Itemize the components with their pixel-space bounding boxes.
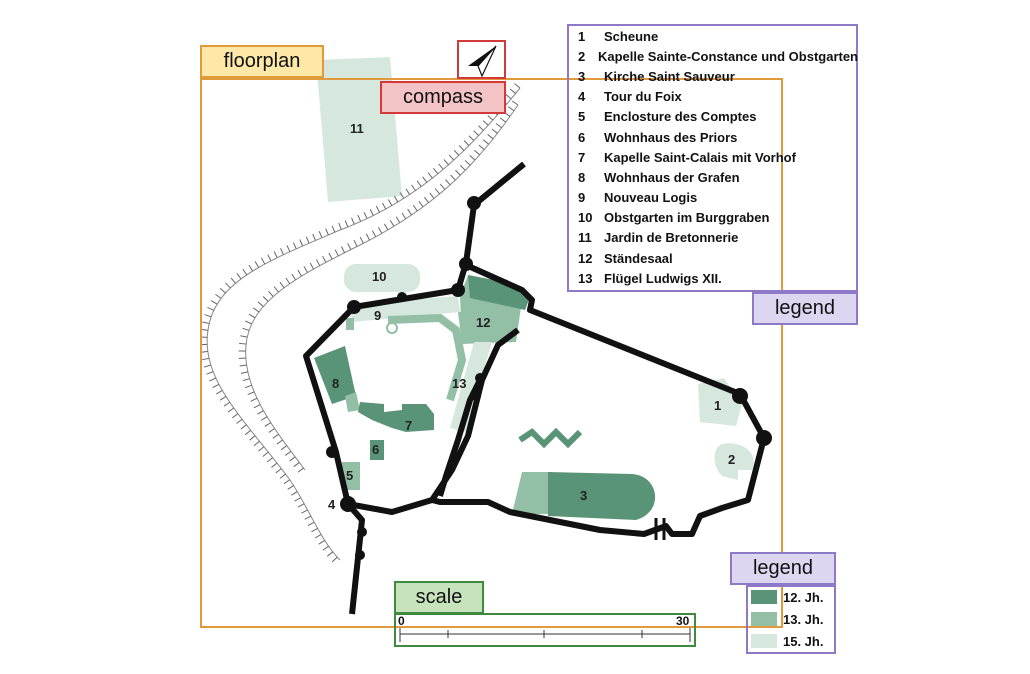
map-label-3: 3: [580, 488, 587, 503]
legend-item: 9 Nouveau Logis: [568, 188, 858, 208]
legend-tag-top: legend: [752, 292, 858, 325]
legend-item-name: Kirche Saint Sauveur: [604, 68, 735, 84]
legend-item: 1 Scheune: [568, 26, 858, 46]
legend-item-number: 11: [578, 230, 592, 246]
legend-item-name: Obstgarten im Burggraben: [604, 210, 770, 226]
legend-region-bottom: [746, 585, 836, 654]
legend-list: 1 Scheune 2 Kapelle Sainte-Constance und Ob…: [568, 26, 858, 288]
map-label-6: 6: [372, 442, 379, 457]
period-label: 12. Jh.: [783, 589, 824, 605]
legend-item: 4 Tour du Foix: [568, 87, 858, 107]
legend-item-name: Enclosture des Comptes: [604, 109, 757, 125]
floorplan-region: [200, 78, 783, 628]
legend-item-name: Jardin de Bretonnerie: [604, 230, 739, 246]
legend-item-name: Scheune: [604, 28, 659, 44]
scale-region: [394, 613, 696, 647]
period-legend: 12. Jh. 13. Jh. 15. Jh.: [747, 586, 835, 652]
compass-region: [457, 40, 506, 79]
legend-item-number: 5: [578, 109, 586, 125]
legend-item: 6 Wohnhaus des Priors: [568, 127, 858, 147]
map-label-10: 10: [372, 269, 386, 284]
legend-item-name: Nouveau Logis: [604, 190, 698, 206]
scale-min: 0: [398, 614, 405, 628]
legend-item-name: Ständesaal: [604, 250, 673, 266]
area-obstgarten-burggraben: [344, 264, 420, 292]
legend-item-name: Tour du Foix: [604, 89, 682, 105]
legend-item-name: Flügel Ludwigs XII.: [604, 270, 722, 286]
legend-item-number: 12: [578, 250, 593, 266]
map-label-8: 8: [332, 376, 339, 391]
legend-item-number: 7: [578, 149, 586, 165]
legend-item-number: 9: [578, 190, 586, 206]
legend-item-number: 6: [578, 129, 586, 145]
legend-item: 3 Kirche Saint Sauveur: [568, 66, 858, 86]
period-swatch: [751, 612, 777, 626]
period-swatch: [751, 634, 777, 648]
period-swatch: [751, 590, 777, 604]
legend-item: 10 Obstgarten im Burggraben: [568, 208, 858, 228]
legend-item-number: 10: [578, 210, 593, 226]
legend-item-number: 4: [578, 89, 586, 105]
period-label: 15. Jh.: [783, 633, 824, 649]
compass-tag: compass: [380, 81, 506, 114]
map-label-1: 1: [714, 398, 721, 413]
map-label-12: 12: [476, 315, 490, 330]
map-label-5: 5: [346, 468, 353, 483]
legend-item: 5 Enclosture des Comptes: [568, 107, 858, 127]
period-label: 13. Jh.: [783, 611, 824, 627]
towers: [326, 196, 772, 560]
legend-item-number: 2: [578, 48, 586, 64]
scale-bar: [399, 626, 691, 642]
scale-tag: scale: [394, 581, 484, 614]
map-label-9: 9: [374, 308, 381, 323]
legend-item: 12 Ständesaal: [568, 248, 858, 268]
map-label-7: 7: [405, 418, 412, 433]
north-arrow-icon: [468, 45, 497, 78]
period-legend-row: 13. Jh.: [747, 608, 835, 630]
legend-item-number: 1: [578, 28, 586, 44]
legend-tag-bottom: legend: [730, 552, 836, 585]
map-label-13: 13: [452, 376, 466, 391]
legend-item-number: 8: [578, 169, 586, 185]
legend-item-number: 3: [578, 68, 586, 84]
gate: [654, 518, 666, 540]
floorplan-tag: floorplan: [200, 45, 324, 78]
legend-region-top: [567, 24, 858, 292]
map-label-11: 11: [350, 121, 364, 136]
period-legend-row: 12. Jh.: [747, 586, 835, 608]
map-label-2: 2: [728, 452, 735, 467]
scale-max: 30: [676, 614, 690, 628]
legend-item: 13 Flügel Ludwigs XII.: [568, 268, 858, 288]
legend-item: 2 Kapelle Sainte-Constance und Obstgarten: [568, 46, 858, 66]
legend-item-name: Kapelle Saint-Calais mit Vorhof: [604, 149, 796, 165]
buildings: [314, 275, 754, 520]
legend-item-number: 13: [578, 270, 593, 286]
map-label-4: 4: [328, 497, 336, 512]
legend-item: 11 Jardin de Bretonnerie: [568, 228, 858, 248]
legend-item-name: Wohnhaus des Priors: [604, 129, 738, 145]
legend-item: 8 Wohnhaus der Grafen: [568, 167, 858, 187]
legend-item-name: Kapelle Sainte-Constance und Obstgarten: [597, 48, 858, 64]
period-legend-row: 15. Jh.: [747, 630, 835, 652]
legend-item: 7 Kapelle Saint-Calais mit Vorhof: [568, 147, 858, 167]
legend-item-name: Wohnhaus der Grafen: [604, 169, 740, 185]
